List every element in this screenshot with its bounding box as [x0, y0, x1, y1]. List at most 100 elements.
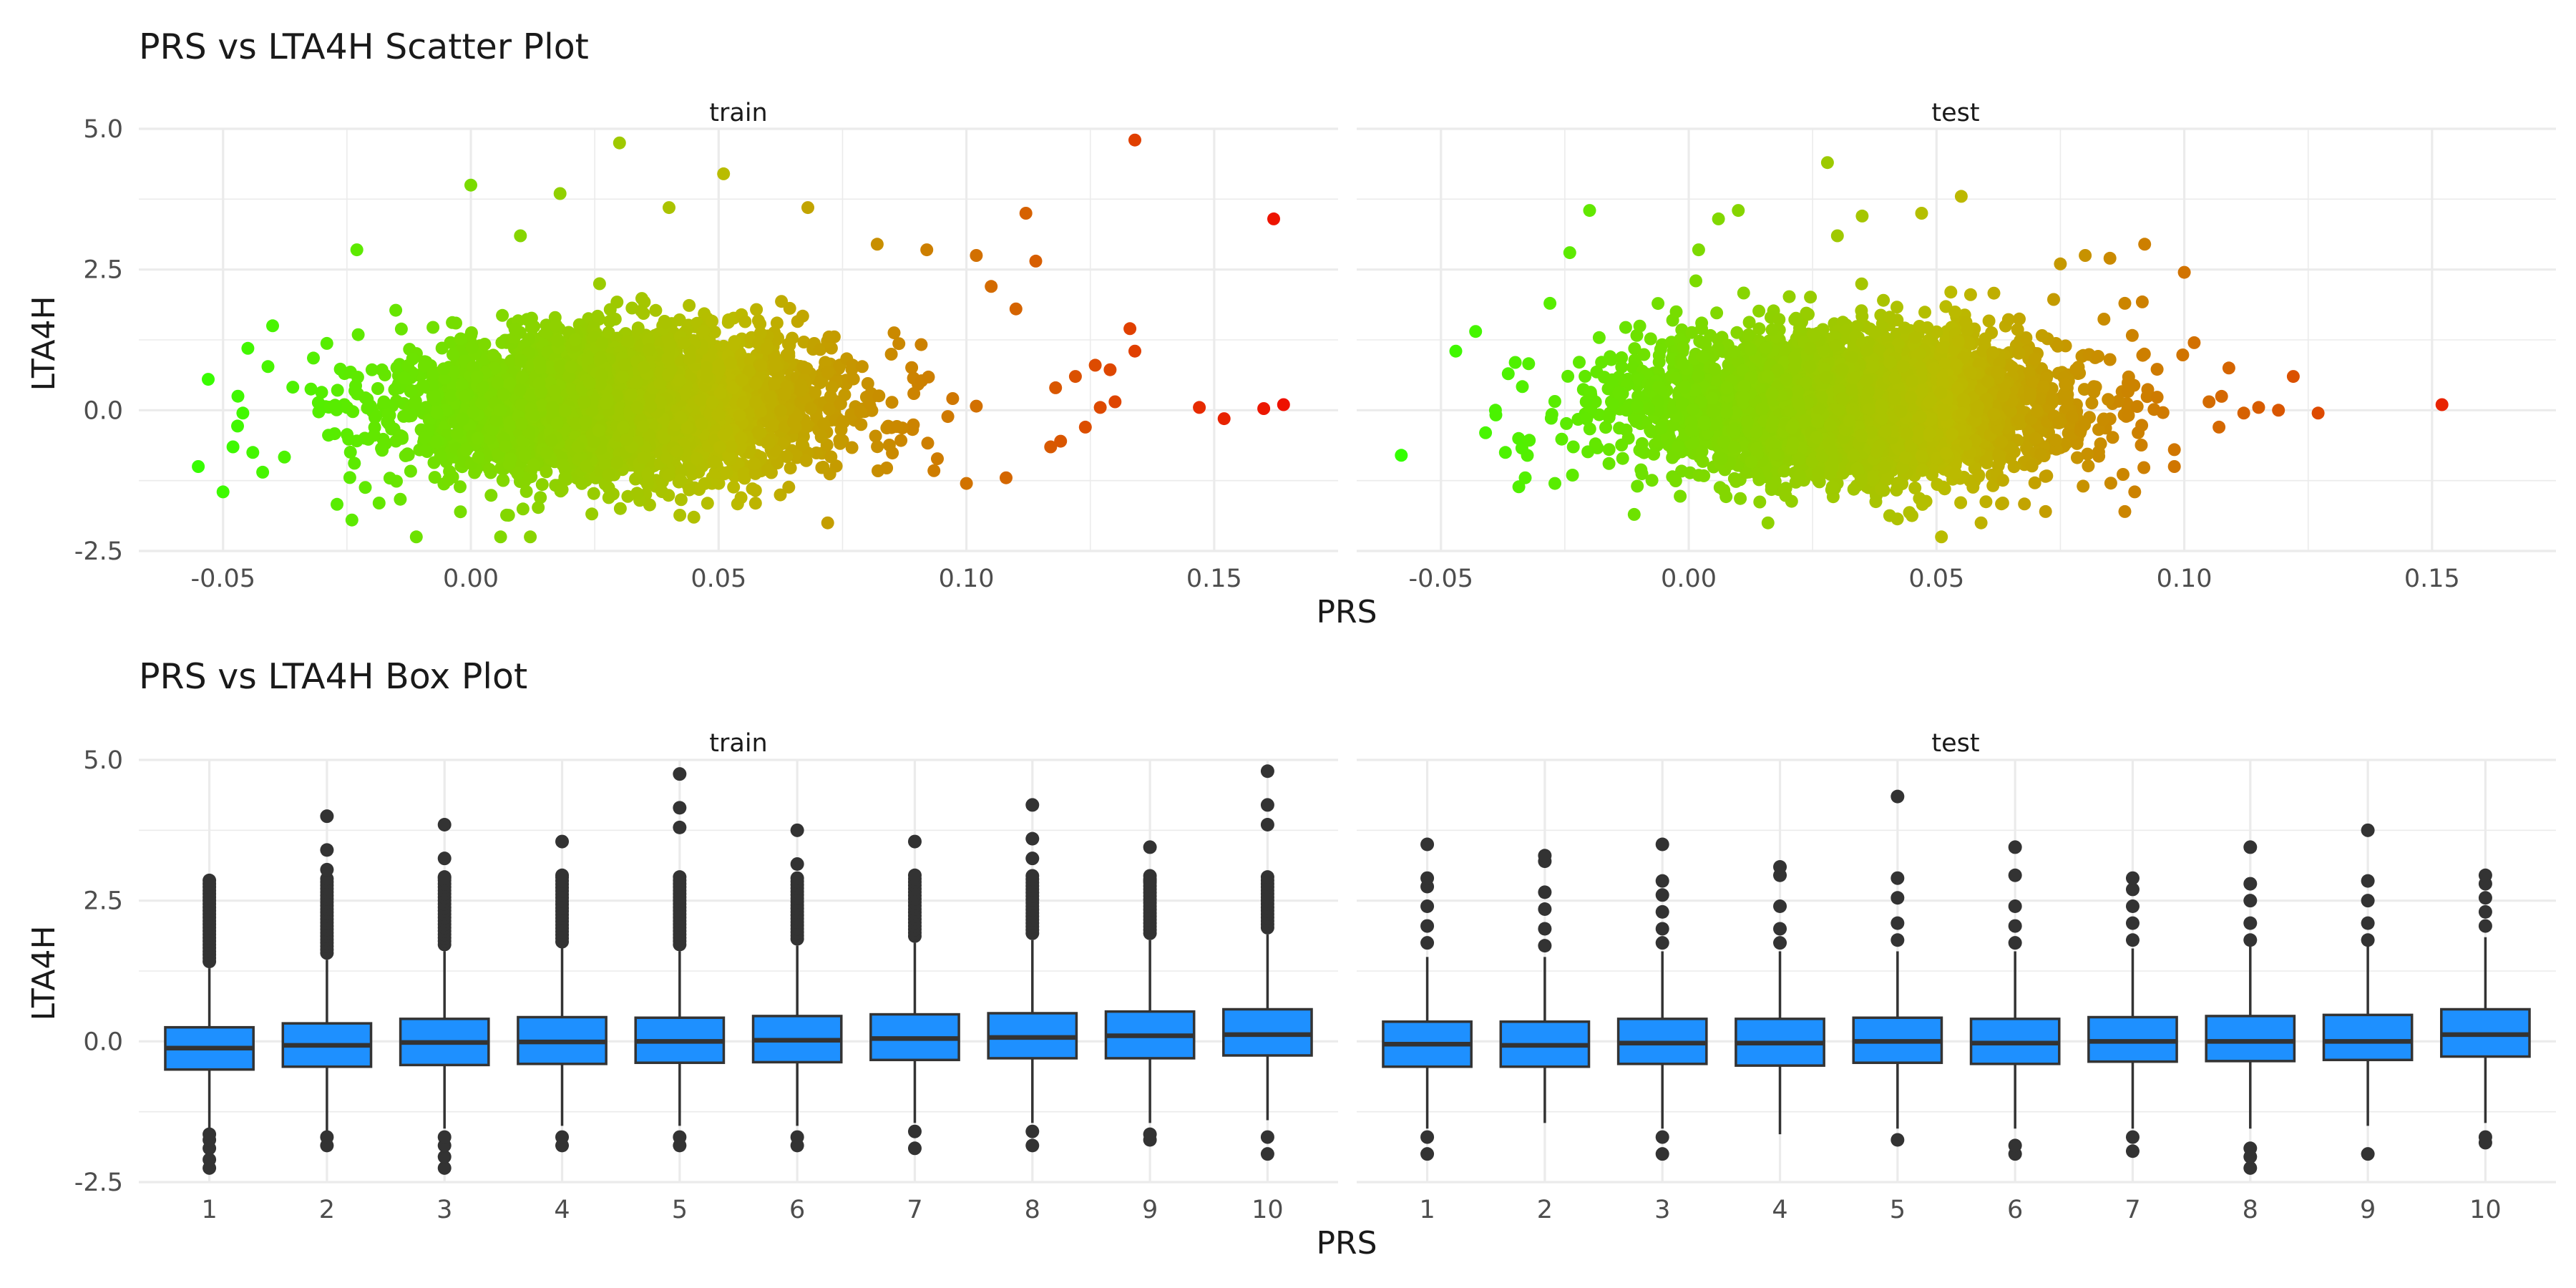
scatter-point	[630, 375, 643, 389]
scatter-point	[751, 314, 765, 328]
scatter-point	[429, 435, 443, 449]
scatter-point	[854, 405, 867, 419]
scatter-point-outlier	[231, 389, 245, 403]
scatter-point	[430, 406, 444, 420]
scatter-point-outlier	[192, 460, 205, 473]
scatter-point	[894, 434, 908, 447]
scatter-point	[797, 336, 811, 348]
scatter-point	[371, 382, 384, 395]
scatter-point	[637, 361, 650, 374]
scatter-point	[427, 390, 440, 403]
scatter-point	[547, 384, 561, 398]
scatter-point	[701, 497, 714, 510]
scatter-point	[833, 434, 847, 447]
scatter-point	[2028, 476, 2041, 489]
scatter-point	[690, 452, 703, 465]
scatter-point	[748, 497, 762, 510]
scatter-point	[673, 509, 687, 522]
scatter-point	[365, 363, 379, 376]
scatter-point	[581, 352, 595, 366]
scatter-point	[871, 440, 884, 454]
scatter-point-outlier	[1044, 440, 1058, 454]
scatter-point	[892, 337, 906, 351]
scatter-point	[571, 440, 585, 454]
scatter-point	[749, 377, 763, 391]
scatter-point	[372, 497, 386, 509]
scatter-point	[750, 303, 763, 316]
scatter-point	[358, 391, 372, 404]
scatter-point	[328, 399, 342, 412]
scatter-point	[615, 370, 629, 384]
scatter-point	[782, 480, 796, 494]
scatter-point-outlier	[464, 178, 477, 192]
scatter-point	[884, 348, 898, 361]
scatter-point	[761, 463, 774, 477]
scatter-point	[927, 464, 941, 477]
scatter-point	[767, 418, 781, 431]
scatter-point	[658, 316, 672, 330]
scatter-point	[602, 467, 615, 481]
scatter-point	[435, 341, 449, 355]
scatter-point	[320, 336, 333, 350]
scatter-point-outlier	[266, 319, 279, 333]
scatter-point	[631, 321, 645, 335]
scatter-point	[592, 424, 605, 437]
scatter-point	[550, 416, 564, 430]
scatter-point	[361, 401, 374, 415]
scatter-point	[582, 376, 596, 389]
scatter-point	[804, 402, 818, 415]
scatter-point	[449, 316, 462, 330]
scatter-point	[459, 444, 473, 457]
scatter-point	[511, 467, 525, 480]
scatter-point	[890, 420, 904, 433]
scatter-point-outlier	[1078, 420, 1092, 434]
scatter-point	[796, 309, 809, 323]
scatter-point	[458, 389, 472, 403]
scatter-point	[722, 313, 736, 326]
scatter-point	[778, 387, 791, 401]
scatter-point	[880, 462, 894, 474]
scatter-point	[630, 401, 644, 414]
scatter-point	[838, 388, 852, 401]
scatter-point	[734, 491, 748, 504]
scatter-point	[816, 460, 830, 474]
scatter-point	[872, 389, 886, 403]
scatter-point	[496, 308, 509, 322]
scatter-point	[618, 358, 632, 371]
scatter-point	[800, 362, 814, 375]
scatter-point	[845, 441, 859, 454]
scatter-point	[817, 417, 831, 431]
scatter-point	[447, 348, 459, 361]
scatter-point	[595, 336, 609, 350]
scatter-point	[437, 362, 450, 376]
scatter-point-outlier	[687, 510, 701, 524]
scatter-point	[674, 411, 688, 424]
scatter-point-outlier	[1029, 254, 1043, 268]
scatter-point-outlier	[345, 513, 358, 527]
scatter-point	[734, 431, 748, 445]
scatter-point	[637, 419, 650, 433]
scatter-point	[558, 404, 572, 418]
scatter-point	[515, 371, 529, 384]
scatter-point-outlier	[514, 229, 527, 243]
scatter-point	[549, 319, 562, 333]
scatter-point	[351, 328, 365, 341]
scatter-point	[441, 473, 455, 487]
scatter-point-outlier	[1108, 395, 1122, 409]
scatter-point	[762, 436, 776, 450]
scatter-strip-test: test	[1931, 99, 1979, 127]
scatter-point	[493, 404, 507, 417]
scatter-point	[342, 432, 356, 446]
scatter-point	[478, 338, 492, 351]
scatter-point	[678, 336, 691, 350]
scatter-point	[585, 507, 599, 521]
scatter-point	[914, 338, 928, 351]
scatter-point	[630, 487, 644, 500]
scatter-point	[540, 446, 553, 459]
scatter-point-outlier	[409, 530, 423, 544]
scatter-point	[799, 454, 813, 467]
scatter-point-outlier	[801, 201, 814, 215]
scatter-point	[375, 441, 389, 455]
scatter-point	[809, 386, 822, 399]
scatter-point	[484, 489, 498, 502]
